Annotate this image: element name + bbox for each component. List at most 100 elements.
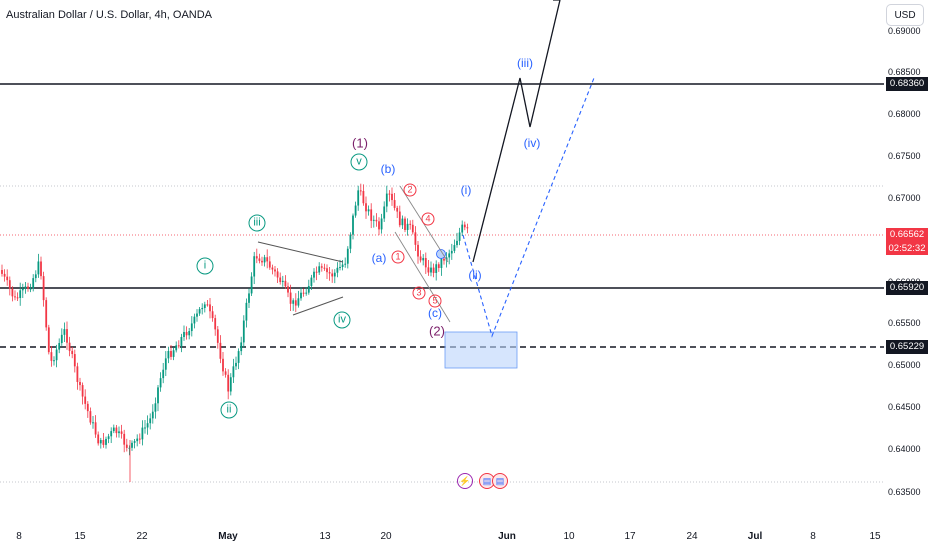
candle-body bbox=[435, 264, 438, 273]
candle-body bbox=[8, 280, 11, 289]
time-tick: 22 bbox=[136, 531, 148, 542]
lightning-icon[interactable]: ⚡ bbox=[457, 473, 473, 489]
candle-body bbox=[19, 290, 22, 299]
candle-body bbox=[357, 190, 360, 206]
candle-body bbox=[118, 431, 120, 434]
candle-body bbox=[172, 350, 175, 357]
candle-body bbox=[24, 286, 27, 289]
candle-body bbox=[313, 271, 315, 278]
candle-body bbox=[201, 308, 204, 310]
candle-body bbox=[276, 271, 279, 278]
candle-body bbox=[203, 304, 206, 309]
candle-body bbox=[461, 224, 464, 233]
sub-wave-4: 4 bbox=[421, 212, 435, 226]
candle-body bbox=[271, 267, 274, 270]
chart-title: Australian Dollar / U.S. Dollar, 4h, OAN… bbox=[6, 9, 213, 21]
candle-body bbox=[235, 362, 237, 367]
candle-body bbox=[55, 349, 58, 361]
candle-body bbox=[102, 440, 105, 445]
price-tick: 0.67000 bbox=[888, 193, 921, 203]
candle-body bbox=[154, 403, 157, 412]
wave-label-ii-paren: (ii) bbox=[468, 268, 482, 282]
price-tick: 0.63500 bbox=[888, 487, 921, 497]
candle-body bbox=[354, 205, 357, 216]
candle-body bbox=[105, 438, 107, 445]
candle-body bbox=[193, 316, 196, 324]
wave-label-v: v bbox=[350, 153, 368, 171]
candle-body bbox=[396, 207, 399, 212]
candle-body bbox=[63, 329, 66, 335]
price-tag-level-3: 0.65229 bbox=[886, 340, 928, 354]
candle-body bbox=[32, 278, 35, 289]
candle-body bbox=[224, 371, 227, 375]
candle-body bbox=[188, 331, 191, 336]
candle-body bbox=[315, 271, 318, 273]
candle-body bbox=[107, 436, 110, 439]
sub-wave-3: 3 bbox=[412, 286, 426, 300]
price-tick: 0.64000 bbox=[888, 444, 921, 454]
candle-body bbox=[458, 232, 461, 241]
candle-body bbox=[123, 433, 126, 445]
candle-body bbox=[229, 377, 232, 392]
candle-body bbox=[437, 264, 440, 268]
candle-body bbox=[414, 232, 417, 245]
candle-body bbox=[305, 292, 308, 294]
wave-label-iii: iii bbox=[248, 214, 266, 232]
candle-body bbox=[242, 320, 245, 343]
candle-body bbox=[393, 200, 396, 208]
candle-body bbox=[359, 190, 362, 192]
candle-body bbox=[1, 270, 3, 274]
candle-body bbox=[268, 261, 271, 268]
candle-body bbox=[125, 444, 128, 448]
candle-body bbox=[326, 268, 328, 273]
candle-body bbox=[391, 193, 393, 201]
candle-body bbox=[151, 411, 154, 419]
candle-body bbox=[263, 257, 266, 263]
time-tick: 8 bbox=[16, 531, 22, 542]
candle-body bbox=[279, 277, 282, 283]
candle-body bbox=[448, 253, 451, 258]
candle-body bbox=[27, 286, 29, 289]
candle-body bbox=[307, 285, 310, 293]
candle-body bbox=[60, 334, 63, 344]
candle-body bbox=[331, 273, 334, 277]
candle-body bbox=[219, 342, 222, 359]
candle-body bbox=[450, 250, 453, 254]
price-tick: 0.64500 bbox=[888, 402, 921, 412]
candle-body bbox=[79, 381, 81, 386]
candle-body bbox=[14, 296, 16, 298]
candle-body bbox=[365, 203, 367, 212]
candle-body bbox=[232, 366, 235, 378]
candle-body bbox=[362, 191, 365, 204]
candle-body bbox=[380, 218, 383, 230]
candle-body bbox=[99, 440, 102, 444]
candle-body bbox=[297, 298, 300, 306]
us-flag-icon-2[interactable]: ▤ bbox=[492, 473, 508, 489]
sub-wave-1: 1 bbox=[391, 250, 405, 264]
candle-body bbox=[110, 431, 113, 437]
candle-body bbox=[378, 221, 380, 230]
candle-body bbox=[266, 257, 269, 262]
channel-lower bbox=[394, 231, 451, 323]
price-tag-level-1: 0.68360 bbox=[886, 77, 928, 91]
candle-body bbox=[349, 234, 352, 249]
candle-body bbox=[367, 209, 370, 212]
candle-body bbox=[76, 366, 79, 382]
target-zone bbox=[444, 331, 518, 369]
currency-selector[interactable]: USD bbox=[886, 4, 924, 26]
price-tick: 0.65500 bbox=[888, 318, 921, 328]
bar-countdown: 02:52:32 bbox=[886, 242, 928, 255]
candle-body bbox=[440, 258, 443, 268]
candle-body bbox=[370, 209, 373, 221]
candle-body bbox=[240, 342, 243, 352]
candle-body bbox=[136, 438, 139, 442]
wave-label-i: i bbox=[196, 257, 214, 275]
candle-body bbox=[463, 224, 466, 228]
candle-body bbox=[183, 331, 185, 338]
candle-body bbox=[141, 427, 144, 440]
candle-body bbox=[466, 227, 469, 229]
candle-body bbox=[248, 293, 250, 303]
candle-body bbox=[214, 318, 217, 330]
